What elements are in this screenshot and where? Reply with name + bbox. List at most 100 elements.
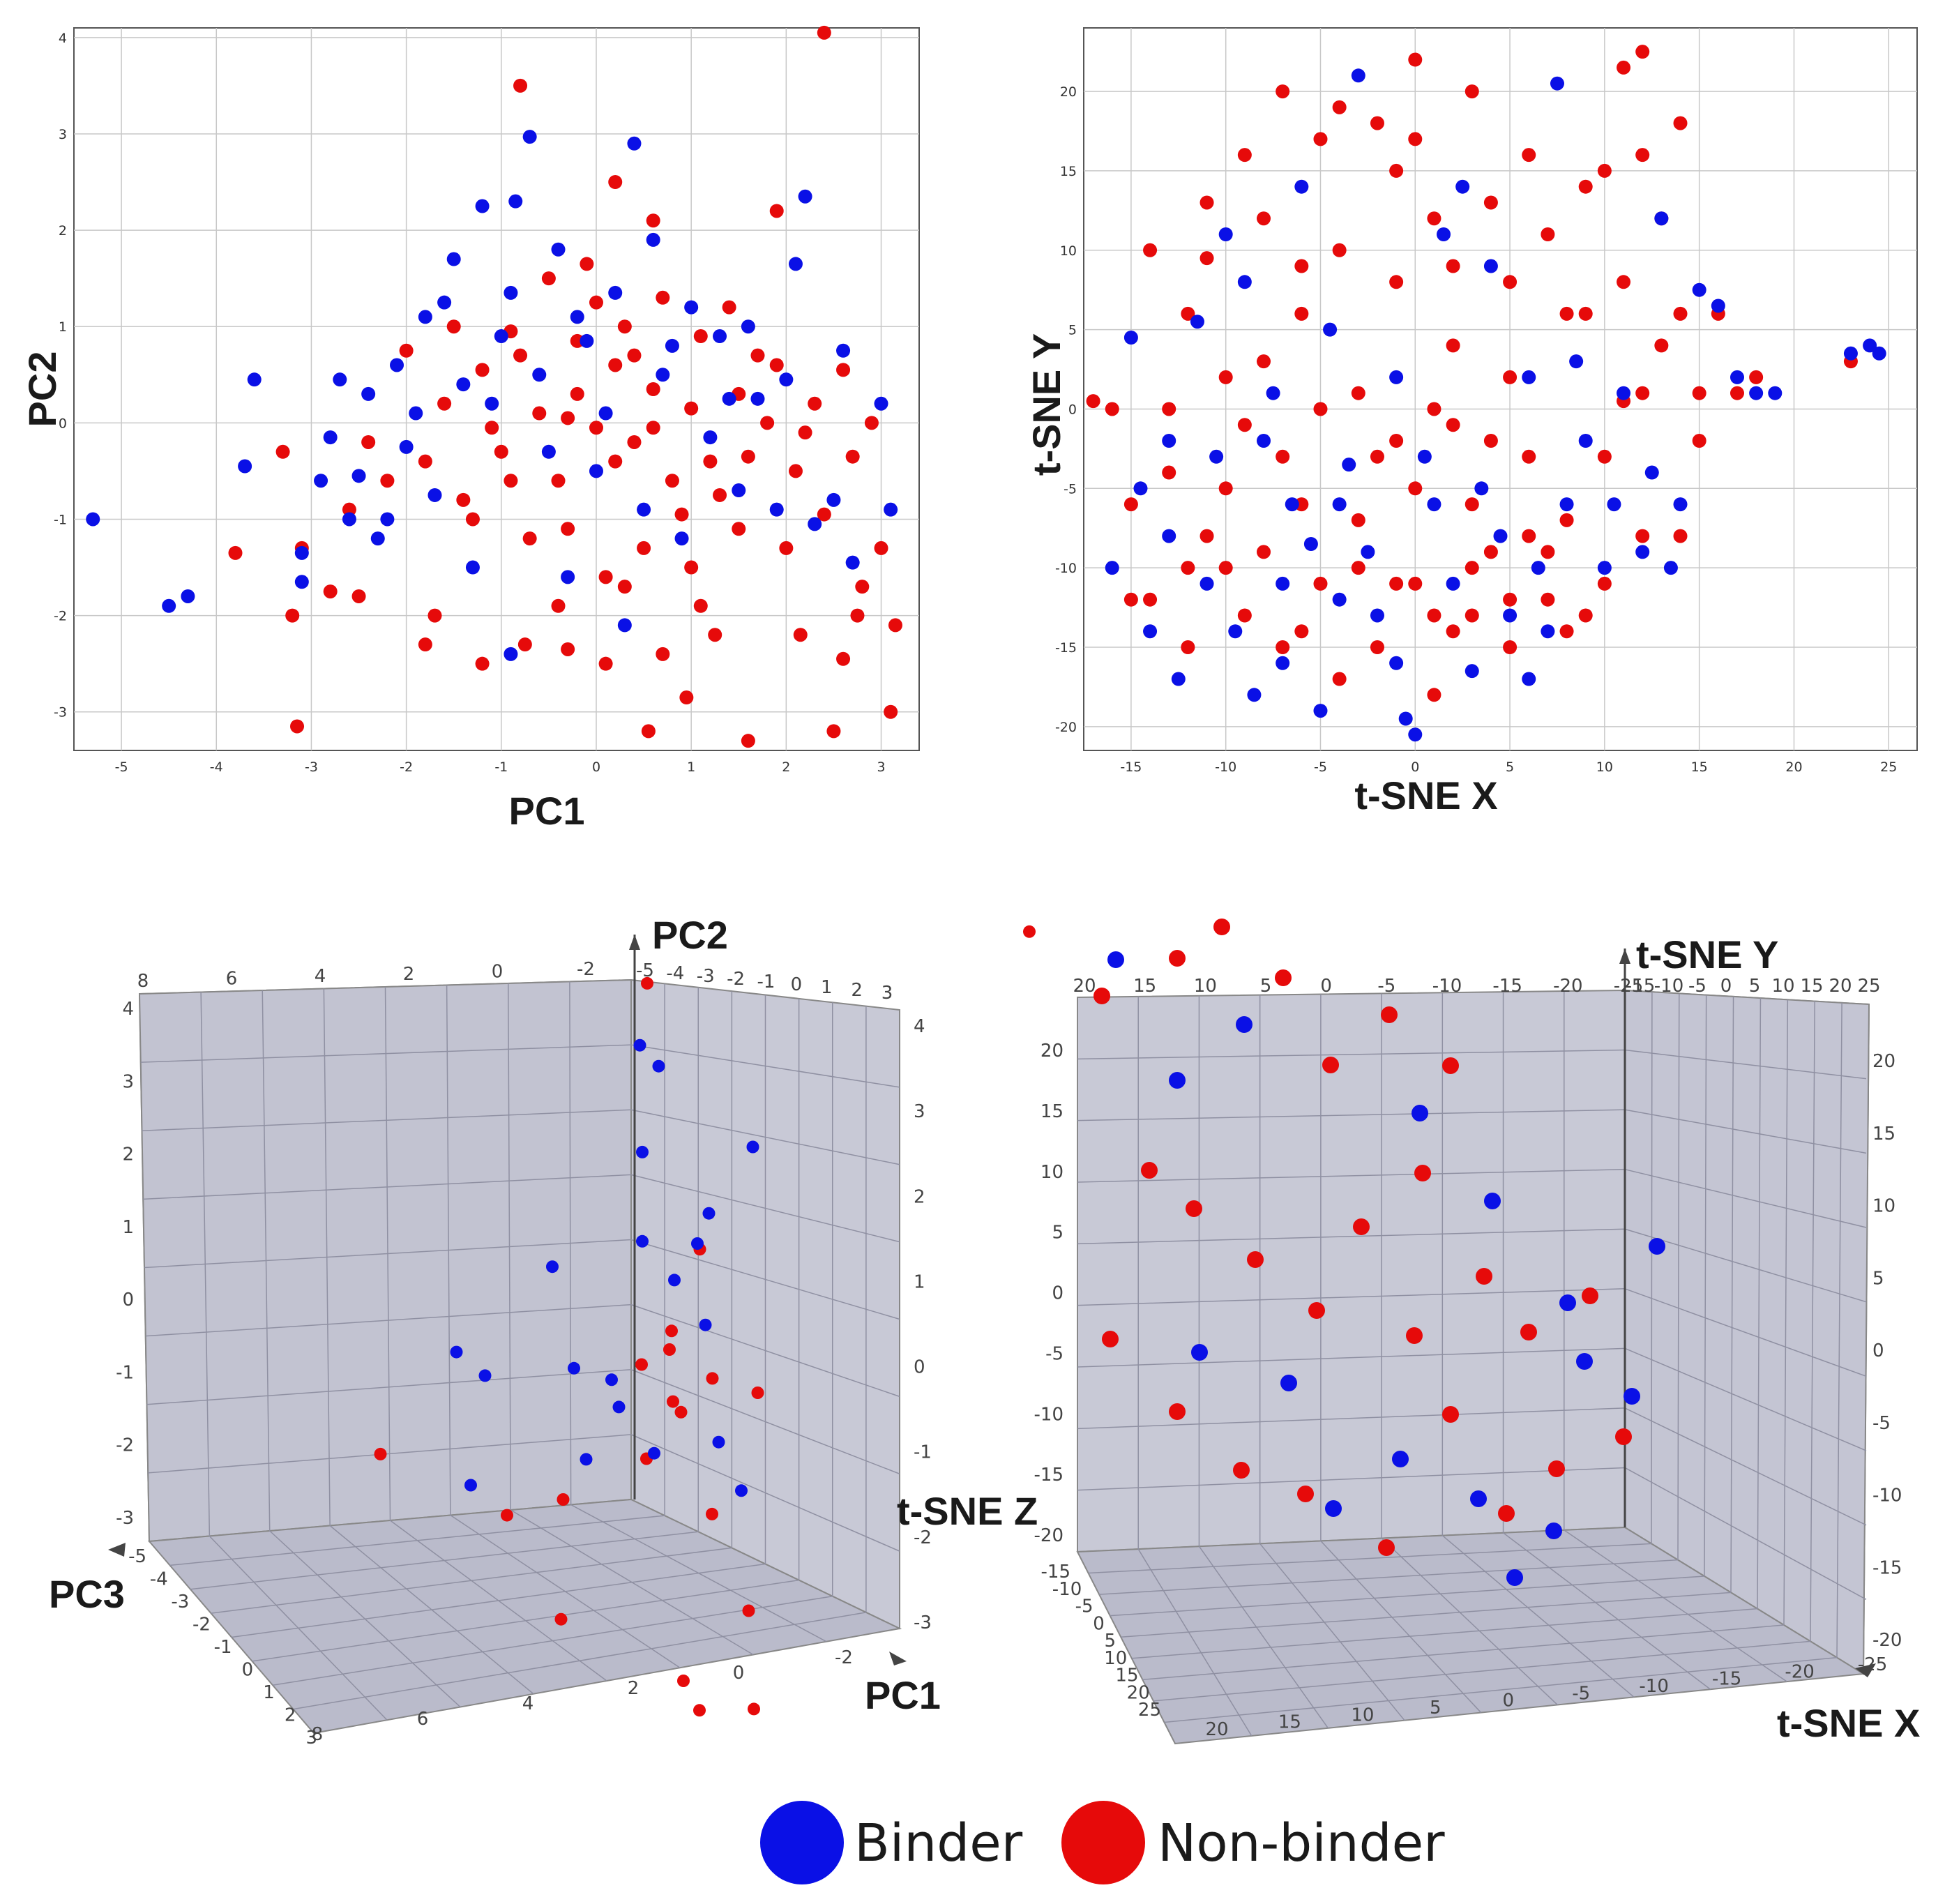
pca2d-y-tick-label: 0 [59, 416, 67, 431]
tsne2d-point-binder [1408, 727, 1423, 742]
tsne3d-point-binder [1470, 1490, 1487, 1507]
tsne3d-point-binder [1169, 1072, 1186, 1089]
tsne2d-point-binder [1654, 211, 1669, 226]
tsne2d-point-nonbinder [1257, 354, 1271, 369]
pca3d-y-tick-label: -1 [116, 1362, 134, 1383]
pca3d-z-tick-label: 0 [242, 1660, 254, 1681]
pca2d-point-nonbinder [598, 570, 613, 584]
tsne3d-point-binder [1191, 1344, 1208, 1361]
pca2d-point-binder [779, 372, 794, 387]
pca2d-point-nonbinder [608, 454, 623, 469]
tsne2d-point-binder [1276, 576, 1290, 591]
pca3d-z-tick-label: 1 [263, 1682, 275, 1703]
pca2d-point-nonbinder [598, 656, 613, 671]
tsne3d-y-axis-arrow-icon [1619, 949, 1630, 964]
tsne2d-point-nonbinder [1143, 592, 1158, 607]
pca2d-point-nonbinder [722, 300, 736, 315]
pca2d-point-binder [750, 391, 765, 406]
tsne3d-gridline [1624, 1228, 1867, 1303]
tsne2d-point-nonbinder [1749, 370, 1764, 384]
pca3d-point-binder [636, 1234, 649, 1248]
pca2d-point-nonbinder [836, 651, 851, 666]
tsne2d-point-nonbinder [1313, 402, 1328, 416]
tsne3d-top-left-tick-label: 15 [1133, 976, 1156, 997]
pca2d-point-binder [437, 295, 452, 310]
tsne3d-right-tick-label: -15 [1872, 1557, 1902, 1578]
pca3d-z-tick-label: 3 [305, 1728, 317, 1748]
pca2d-point-nonbinder [788, 464, 803, 478]
tsne3d-point-nonbinder [1102, 1331, 1119, 1347]
pca2d-point-nonbinder [522, 531, 537, 546]
pca2d-point-binder [390, 358, 404, 372]
tsne3d-x-axis-label: t-SNE X [1777, 1701, 1920, 1745]
legend-nonbinder-marker-icon [1061, 1801, 1145, 1884]
pca2d-point-nonbinder [836, 363, 851, 377]
tsne2d-point-nonbinder [1389, 163, 1404, 178]
tsne2d-point-nonbinder [1673, 306, 1688, 321]
tsne2d-point-binder [1749, 386, 1764, 400]
pca2d-point-binder [342, 512, 356, 527]
tsne2d-y-tick-label: -10 [1055, 561, 1077, 576]
pca2d-point-nonbinder [826, 724, 841, 739]
tsne3d-bottom-right-tick-label: 10 [1351, 1705, 1374, 1725]
tsne3d-right-tick-label: 20 [1872, 1051, 1895, 1072]
tsne2d-point-nonbinder [1199, 529, 1214, 543]
tsne2d-point-nonbinder [1635, 386, 1650, 400]
tsne3d-point-nonbinder [1414, 1165, 1431, 1181]
tsne2d-point-nonbinder [1578, 306, 1593, 321]
pca3d-top-left-tick-label: 0 [492, 961, 504, 982]
tsne2d-point-nonbinder [1483, 434, 1498, 448]
tsne3d-left-tick-label: 10 [1040, 1162, 1064, 1183]
pca2d-ticks: -5 -4 -3 -2 -1 0 1 2 3 -3 -2 -1 0 1 2 3 4 [54, 31, 886, 775]
pca2d-point-nonbinder [684, 401, 699, 416]
tsne2d-point-nonbinder [1389, 434, 1404, 448]
tsne3d-point-nonbinder [1498, 1505, 1515, 1522]
pca2d-point-nonbinder [684, 560, 699, 575]
tsne3d-bottom-left-tick-label: 10 [1104, 1648, 1127, 1669]
pca3d-x-tick-label: 4 [522, 1693, 534, 1714]
tsne3d-point-nonbinder [1520, 1324, 1537, 1340]
tsne2d-point-binder [1389, 656, 1404, 670]
tsne2d-point-nonbinder [1559, 306, 1574, 321]
tsne2d-point-binder [1332, 497, 1347, 512]
tsne3d-point-nonbinder [1442, 1406, 1459, 1423]
tsne3d-point-nonbinder [1476, 1268, 1492, 1285]
pca3d-point-nonbinder [665, 1324, 678, 1338]
pca3d-top-right-tick-label: -2 [727, 969, 745, 990]
pca2d-point-nonbinder [703, 454, 718, 469]
pca2d-point-binder [485, 396, 499, 411]
tsne2d-y-tick-label: 10 [1060, 243, 1077, 259]
tsne3d-point-nonbinder [1213, 919, 1230, 935]
tsne2d-point-binder [1427, 497, 1441, 512]
tsne2d-point-nonbinder [1351, 386, 1365, 400]
tsne3d-gridline [1110, 1576, 1705, 1617]
tsne2d-point-binder [1522, 370, 1536, 384]
pca3d-right-tick-label: -1 [914, 1442, 932, 1463]
tsne2d-y-tick-label: 0 [1068, 402, 1077, 417]
tsne2d-point-nonbinder [1276, 640, 1290, 654]
pca2d-point-binder [713, 329, 727, 344]
pca2d-point-nonbinder [532, 406, 547, 421]
pca2d-x-axis-label: PC1 [509, 789, 585, 833]
tsne3d-point-nonbinder [1297, 1486, 1314, 1502]
pca2d-point-binder [646, 232, 660, 247]
tsne3d-gridline [1121, 1592, 1732, 1638]
pca2d-point-binder [399, 439, 414, 454]
pca3d-point-binder [612, 1400, 626, 1414]
pca2d-point-nonbinder [475, 656, 490, 671]
pca2d-point-binder [845, 555, 860, 570]
tsne3d-top-right-tick-label: 5 [1749, 976, 1761, 997]
tsne3d-bottom-left-tick-label: -5 [1075, 1596, 1093, 1617]
tsne3d-top-left-tick-label: 5 [1260, 976, 1272, 997]
pca3d-z-tick-label: -3 [171, 1592, 189, 1612]
pca3d-y-tick-label: 0 [122, 1290, 134, 1310]
pca3d-point-nonbinder [1023, 925, 1036, 938]
pca2d-point-nonbinder [275, 444, 290, 459]
tsne3d-gridline [1137, 1548, 1252, 1737]
tsne2d-point-binder [1257, 434, 1271, 448]
pca3d-point-binder [546, 1260, 559, 1274]
tsne3d-bottom-right-tick-label: 15 [1278, 1712, 1301, 1733]
pca2d-point-binder [722, 391, 736, 406]
pca2d-point-binder [598, 406, 613, 421]
tsne3d-gridline [1624, 1467, 1867, 1600]
